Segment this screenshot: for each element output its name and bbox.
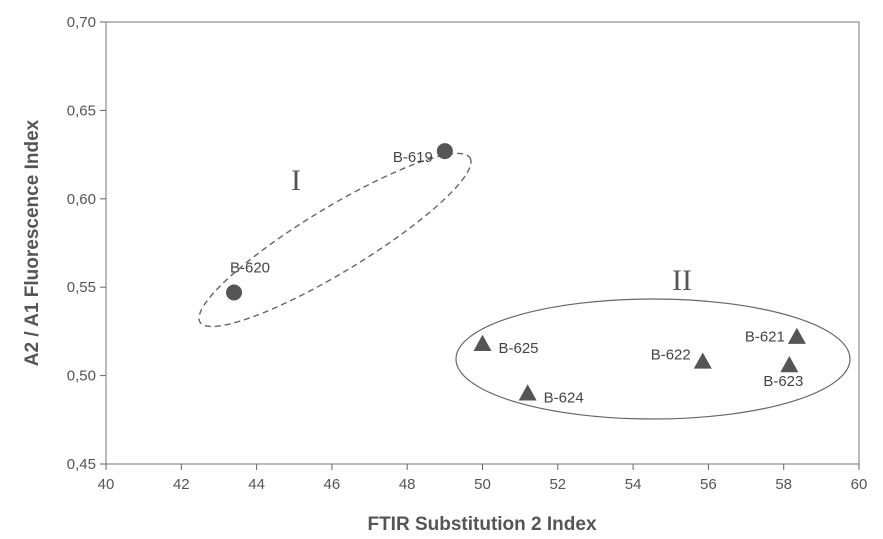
y-tick-label: 0,55 <box>67 279 96 296</box>
x-tick-label: 40 <box>98 476 115 493</box>
x-tick-label: 42 <box>173 476 190 493</box>
point-label-b-619: B-619 <box>393 149 433 166</box>
point-b-619 <box>436 143 453 160</box>
x-tick-label: 44 <box>248 476 265 493</box>
axis-ticks: 40 42 44 46 48 50 52 54 56 58 60 0,45 0,50 0,55 0,60 0,… <box>67 14 868 493</box>
point-b-625 <box>473 334 492 351</box>
point-b-620 <box>226 284 243 301</box>
point-label-b-622: B-622 <box>651 346 691 363</box>
point-label-b-623: B-623 <box>763 373 803 390</box>
x-tick-label: 46 <box>324 476 341 493</box>
point-b-623 <box>780 355 799 373</box>
group-ii-ellipse <box>455 298 851 420</box>
y-tick-label: 0,50 <box>67 368 96 385</box>
x-tick-label: 56 <box>700 476 717 493</box>
y-tick-label: 0,65 <box>67 102 96 119</box>
y-tick-label: 0,45 <box>67 456 96 473</box>
point-b-622 <box>693 352 712 369</box>
x-tick-label: 52 <box>549 476 566 493</box>
x-tick-label: 58 <box>775 476 792 493</box>
y-tick-label: 0,60 <box>67 191 96 208</box>
group-layer: III <box>198 152 851 420</box>
point-label-b-621: B-621 <box>745 329 785 346</box>
data-points: B-619 B-620 B-625 B-624 B-622 B-621 B-623 <box>226 143 806 406</box>
point-label-b-625: B-625 <box>499 340 539 357</box>
x-tick-label: 48 <box>399 476 416 493</box>
x-axis-title: FTIR Substitution 2 Index <box>367 514 596 535</box>
group-ii-label: II <box>672 264 692 297</box>
x-tick-label: 50 <box>474 476 491 493</box>
y-axis-title: A2 / A1 Fluorescence Index <box>22 119 43 366</box>
x-tick-label: 60 <box>851 476 868 493</box>
group-i-label: I <box>291 164 301 197</box>
point-b-621 <box>787 327 806 344</box>
plot-area <box>105 21 860 465</box>
y-tick-label: 0,70 <box>67 14 96 31</box>
point-label-b-620: B-620 <box>230 260 270 277</box>
group-i-ellipse <box>198 152 472 328</box>
point-b-624 <box>518 384 537 401</box>
point-label-b-624: B-624 <box>544 389 584 406</box>
x-tick-label: 54 <box>625 476 642 493</box>
